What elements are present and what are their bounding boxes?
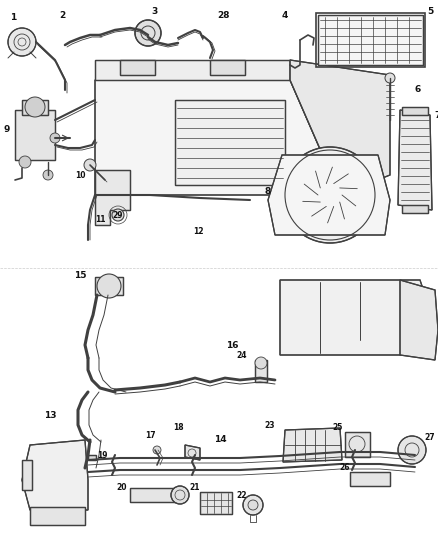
Polygon shape bbox=[22, 440, 88, 510]
Text: 28: 28 bbox=[217, 11, 229, 20]
Bar bbox=[402, 107, 428, 115]
Text: 27: 27 bbox=[425, 433, 435, 442]
Polygon shape bbox=[185, 445, 200, 460]
Bar bbox=[402, 107, 428, 115]
Bar bbox=[15, 110, 55, 160]
Bar bbox=[22, 460, 32, 490]
Polygon shape bbox=[95, 80, 340, 195]
Text: 1: 1 bbox=[10, 13, 16, 22]
Bar bbox=[210, 60, 245, 75]
Bar bbox=[120, 60, 155, 75]
Circle shape bbox=[153, 446, 161, 454]
Circle shape bbox=[171, 486, 189, 504]
Bar bbox=[402, 205, 428, 213]
Bar bbox=[350, 472, 390, 486]
Bar bbox=[402, 205, 428, 213]
Bar bbox=[255, 360, 267, 382]
Bar bbox=[350, 472, 390, 486]
Circle shape bbox=[282, 147, 378, 243]
Circle shape bbox=[300, 165, 360, 225]
Circle shape bbox=[135, 20, 161, 46]
Circle shape bbox=[385, 73, 395, 83]
Text: 3: 3 bbox=[152, 7, 158, 17]
Polygon shape bbox=[290, 60, 390, 195]
Text: 9: 9 bbox=[4, 125, 10, 134]
Circle shape bbox=[248, 500, 258, 510]
Bar bbox=[95, 277, 123, 295]
Circle shape bbox=[398, 436, 426, 464]
Bar bbox=[130, 488, 178, 502]
Text: 11: 11 bbox=[95, 215, 105, 224]
Bar bbox=[210, 60, 245, 75]
Text: 18: 18 bbox=[173, 424, 184, 432]
Text: 14: 14 bbox=[214, 435, 226, 445]
Bar bbox=[175, 100, 285, 185]
Bar bbox=[318, 15, 423, 65]
Polygon shape bbox=[95, 60, 290, 80]
Circle shape bbox=[50, 133, 60, 143]
Text: 22: 22 bbox=[237, 490, 247, 499]
Bar bbox=[22, 460, 32, 490]
Bar bbox=[88, 455, 96, 460]
Bar bbox=[120, 60, 155, 75]
Bar bbox=[95, 277, 123, 295]
Text: 13: 13 bbox=[44, 410, 56, 419]
Text: 8: 8 bbox=[265, 188, 271, 197]
Polygon shape bbox=[280, 280, 430, 355]
Text: 23: 23 bbox=[265, 421, 275, 430]
Circle shape bbox=[43, 170, 53, 180]
Circle shape bbox=[97, 274, 121, 298]
Bar bbox=[22, 100, 48, 115]
Bar bbox=[200, 492, 232, 514]
Text: 12: 12 bbox=[193, 228, 203, 237]
Circle shape bbox=[318, 183, 342, 207]
Bar bbox=[345, 432, 370, 457]
Circle shape bbox=[19, 156, 31, 168]
Text: 21: 21 bbox=[190, 483, 200, 492]
Bar bbox=[200, 492, 232, 514]
Polygon shape bbox=[398, 110, 432, 210]
Text: 15: 15 bbox=[74, 271, 86, 279]
Bar bbox=[175, 100, 285, 185]
Circle shape bbox=[112, 209, 124, 221]
Polygon shape bbox=[283, 428, 342, 462]
Text: 20: 20 bbox=[117, 482, 127, 491]
Text: 2: 2 bbox=[59, 11, 65, 20]
Polygon shape bbox=[95, 170, 130, 225]
Bar bbox=[130, 488, 178, 502]
Text: 24: 24 bbox=[237, 351, 247, 359]
Circle shape bbox=[243, 495, 263, 515]
Text: 7: 7 bbox=[435, 110, 438, 119]
Text: 5: 5 bbox=[427, 7, 433, 17]
Bar bbox=[255, 360, 267, 382]
Text: 17: 17 bbox=[145, 431, 155, 440]
Bar bbox=[30, 507, 85, 525]
Polygon shape bbox=[268, 155, 390, 235]
Bar bbox=[15, 110, 55, 160]
Circle shape bbox=[255, 357, 267, 369]
Bar bbox=[30, 507, 85, 525]
Text: 19: 19 bbox=[97, 450, 107, 459]
Circle shape bbox=[8, 28, 36, 56]
Bar bbox=[88, 455, 96, 460]
Text: 16: 16 bbox=[226, 341, 238, 350]
Bar bbox=[22, 100, 48, 115]
Bar bbox=[318, 15, 423, 65]
Bar bbox=[345, 432, 370, 457]
Text: 26: 26 bbox=[340, 464, 350, 472]
Text: 10: 10 bbox=[75, 171, 85, 180]
Polygon shape bbox=[400, 280, 438, 360]
Circle shape bbox=[84, 159, 96, 171]
Text: 25: 25 bbox=[333, 423, 343, 432]
Text: 6: 6 bbox=[415, 85, 421, 94]
Circle shape bbox=[25, 97, 45, 117]
Text: 29: 29 bbox=[113, 211, 123, 220]
Text: 4: 4 bbox=[282, 11, 288, 20]
Bar bbox=[316, 13, 425, 67]
